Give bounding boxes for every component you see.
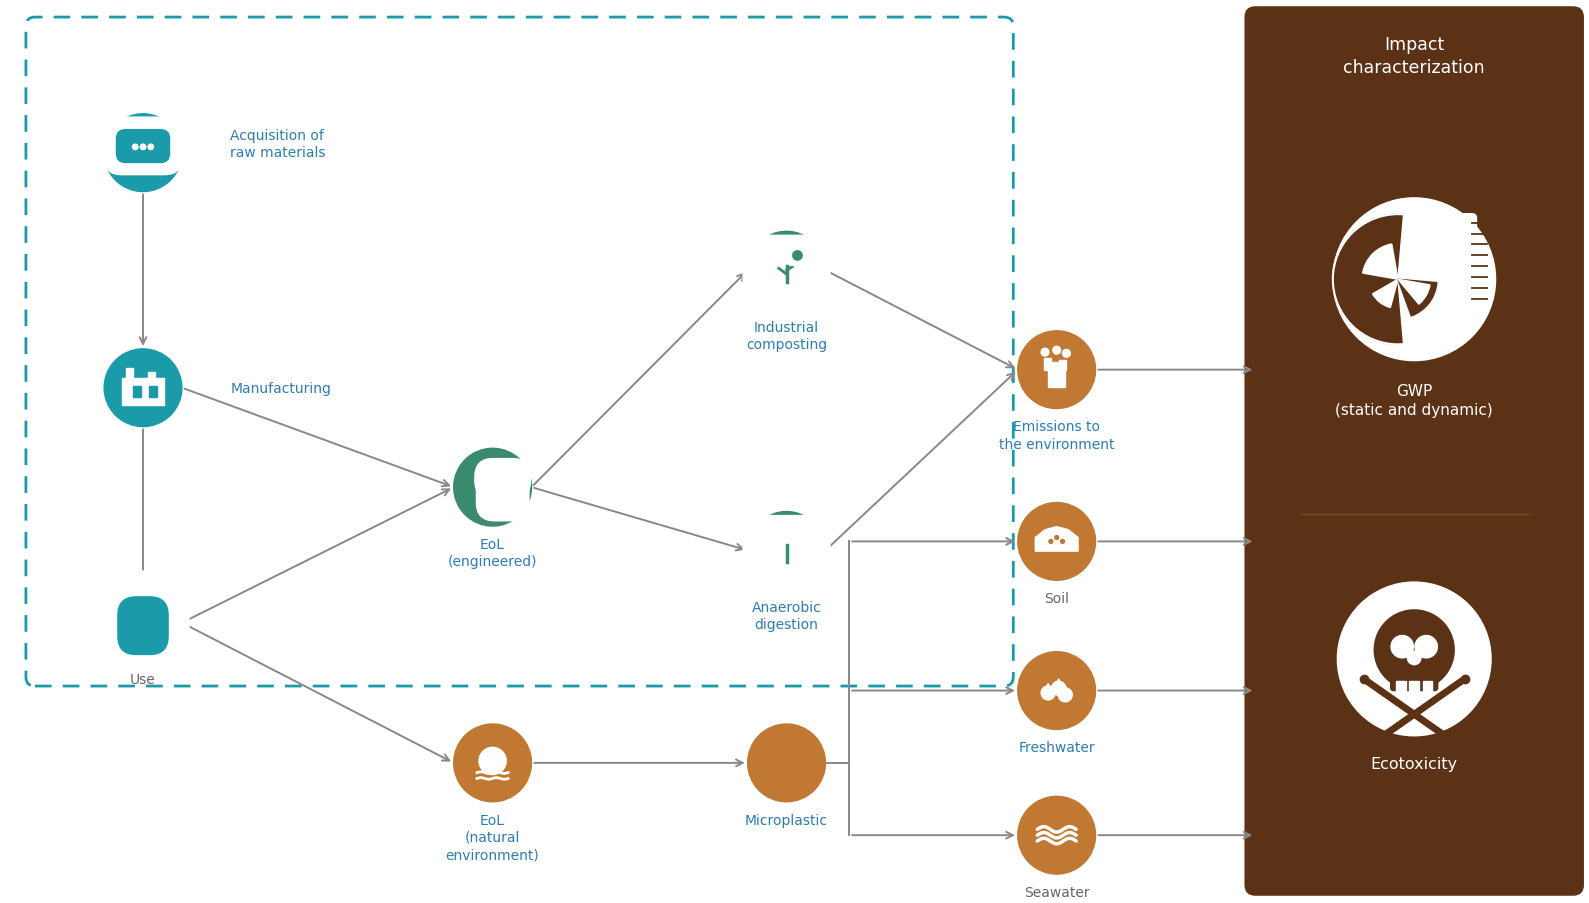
FancyBboxPatch shape [97, 572, 189, 679]
Circle shape [748, 724, 825, 802]
Wedge shape [1398, 215, 1463, 345]
Bar [1049, 362, 1065, 387]
Circle shape [1019, 796, 1095, 874]
Text: Seawater: Seawater [1023, 885, 1090, 898]
Circle shape [1338, 582, 1490, 736]
Circle shape [132, 145, 138, 151]
FancyBboxPatch shape [756, 740, 799, 787]
Polygon shape [1060, 685, 1069, 695]
Circle shape [1049, 540, 1054, 544]
Text: EoL
(engineered): EoL (engineered) [448, 537, 537, 569]
Polygon shape [1044, 684, 1054, 694]
Bar [1422, 681, 1432, 693]
Circle shape [793, 251, 802, 261]
Circle shape [148, 154, 162, 167]
Circle shape [105, 115, 181, 192]
Circle shape [1416, 636, 1438, 658]
FancyBboxPatch shape [103, 118, 183, 175]
Bar [133, 386, 141, 398]
FancyBboxPatch shape [1452, 215, 1476, 319]
Circle shape [148, 145, 154, 151]
Text: Freshwater: Freshwater [1019, 740, 1095, 754]
Text: EoL
(natural
environment): EoL (natural environment) [447, 813, 539, 861]
FancyBboxPatch shape [753, 520, 820, 561]
FancyBboxPatch shape [118, 597, 168, 655]
Text: Anaerobic
digestion: Anaerobic digestion [752, 600, 822, 632]
Text: Emissions to
the environment: Emissions to the environment [999, 420, 1114, 452]
FancyBboxPatch shape [744, 516, 829, 595]
FancyBboxPatch shape [744, 236, 829, 315]
FancyBboxPatch shape [116, 131, 170, 163]
Circle shape [748, 512, 825, 590]
FancyBboxPatch shape [1244, 7, 1584, 896]
Bar [137, 601, 149, 609]
FancyBboxPatch shape [772, 740, 815, 787]
Circle shape [1052, 682, 1066, 695]
Circle shape [1063, 350, 1071, 358]
Circle shape [478, 748, 507, 775]
Circle shape [1055, 536, 1058, 540]
Polygon shape [1054, 679, 1063, 688]
Bar [1044, 358, 1052, 370]
Wedge shape [1398, 280, 1430, 305]
Wedge shape [1363, 245, 1398, 280]
Bar [122, 378, 164, 405]
Circle shape [1449, 303, 1481, 336]
Bar [1397, 681, 1406, 693]
Bar [148, 373, 154, 383]
Circle shape [1019, 652, 1095, 730]
FancyBboxPatch shape [753, 240, 820, 281]
FancyBboxPatch shape [477, 464, 529, 521]
Circle shape [1058, 688, 1073, 702]
Circle shape [1041, 686, 1055, 700]
Wedge shape [1333, 215, 1403, 345]
Polygon shape [1036, 527, 1077, 552]
Circle shape [1060, 540, 1065, 544]
Circle shape [1019, 503, 1095, 581]
Circle shape [124, 154, 138, 167]
Text: Soil: Soil [1044, 591, 1069, 605]
Circle shape [105, 349, 181, 427]
Wedge shape [1398, 280, 1436, 317]
Text: Acquisition of
raw materials: Acquisition of raw materials [230, 129, 326, 160]
Circle shape [454, 449, 531, 526]
FancyBboxPatch shape [475, 459, 531, 499]
Text: GWP
(static and dynamic): GWP (static and dynamic) [1335, 384, 1494, 417]
Circle shape [1019, 331, 1095, 409]
Circle shape [140, 145, 146, 151]
Bar [1058, 360, 1066, 370]
Circle shape [105, 584, 181, 662]
Circle shape [1054, 347, 1060, 355]
Bar [1409, 681, 1419, 693]
Wedge shape [1373, 280, 1398, 308]
Text: Manufacturing: Manufacturing [230, 381, 331, 396]
Circle shape [772, 749, 801, 777]
Bar [149, 386, 157, 398]
FancyBboxPatch shape [1390, 667, 1438, 691]
Circle shape [1333, 199, 1495, 361]
Text: Impact
characterization: Impact characterization [1343, 36, 1486, 77]
Text: Ecotoxicity: Ecotoxicity [1371, 756, 1457, 771]
Circle shape [454, 724, 531, 802]
Text: Microplastic: Microplastic [745, 813, 828, 826]
Circle shape [1374, 610, 1454, 690]
Circle shape [1041, 349, 1049, 357]
Text: Use: Use [130, 673, 156, 686]
Bar [126, 369, 132, 383]
Circle shape [1390, 636, 1413, 658]
Circle shape [1408, 651, 1421, 665]
Circle shape [480, 469, 491, 479]
Circle shape [748, 232, 825, 310]
Text: Industrial
composting: Industrial composting [745, 321, 828, 352]
